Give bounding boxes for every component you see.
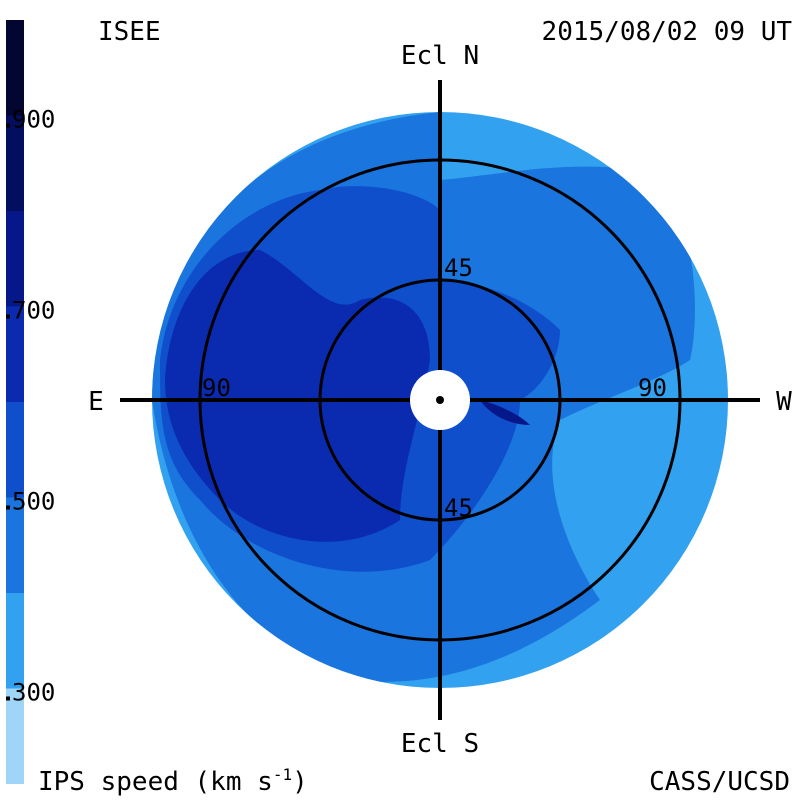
timestamp-label: 2015/08/02 09 UT (542, 17, 793, 47)
unit-exponent: -1 (273, 765, 292, 784)
ring-label-90-east: 90 (202, 374, 231, 402)
colorbar-tick-500 (6, 505, 10, 510)
colorbar-tick-label-300: 300 (12, 679, 55, 707)
speed-region-fast-core (480, 400, 530, 425)
colorbar-band-800-900 (6, 115, 24, 211)
direction-label-south: Ecl S (401, 729, 479, 759)
colorbar-tick-label-900: 900 (12, 106, 55, 134)
unit-close: ) (292, 767, 308, 797)
colorbar-band-300-400 (6, 593, 24, 689)
direction-label-north: Ecl N (401, 41, 479, 71)
sun-center-dot (436, 396, 444, 404)
direction-label-east: E (88, 387, 104, 417)
colorbar-band-400-500 (6, 497, 24, 593)
colorbar-tick-300 (6, 696, 10, 701)
ring-label-45-north: 45 (444, 254, 473, 282)
colorbar-band-200-300 (6, 688, 24, 784)
colorbar-tick-label-700: 700 (12, 297, 55, 325)
speed-region-very-high (165, 250, 430, 542)
quantity-text: IPS speed (km s (38, 767, 273, 797)
coordinate-grid (120, 80, 760, 720)
colorbar-tick-900 (6, 123, 10, 128)
colorbar-band-500-600 (6, 402, 24, 498)
colorbar-band-900-1000 (6, 20, 24, 116)
credit-label: CASS/UCSD (649, 767, 790, 797)
colorbar-band-600-700 (6, 306, 24, 402)
observatory-label: ISEE (98, 17, 161, 47)
colorbar-tick-700 (6, 314, 10, 319)
colorbar-tick-label-500: 500 (12, 488, 55, 516)
direction-label-west: W (776, 387, 792, 417)
colorbar-band-700-800 (6, 211, 24, 307)
colorbar-quantity-label: IPS speed (km s-1) (38, 765, 308, 797)
ring-label-45-south: 45 (444, 494, 473, 522)
speed-colorbar: 300 500 700 900 (6, 20, 55, 784)
ring-label-90-west: 90 (638, 374, 667, 402)
